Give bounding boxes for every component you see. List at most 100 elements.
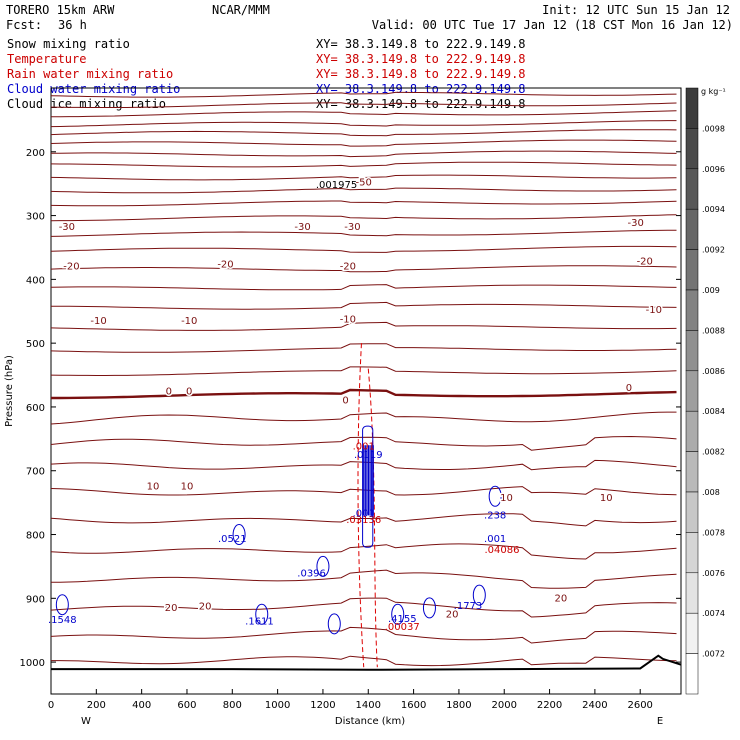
colorbar-tick-label: .0082 [702,448,725,457]
x-tick-label: 1000 [265,700,290,711]
x-tick-label: 800 [223,700,242,711]
isotherm-line [50,120,677,128]
plot-frame [50,87,682,695]
extremum-label: .04086 [484,545,519,556]
extremum-label: .03136 [346,515,381,526]
valid-time: Valid: 00 UTC Tue 17 Jan 12 (18 CST Mon … [372,18,733,32]
colorbar-swatch [685,532,699,574]
colorbar-tick-label: .0078 [702,528,725,537]
temperature-contours [50,91,677,667]
isotherm-line [51,388,677,400]
y-tick-label: 300 [26,212,45,223]
isotherm-label: 10 [500,493,513,504]
isotherm-line [50,139,677,147]
isotherm-line [51,655,677,667]
cloud-water-contour [255,603,269,625]
west-label: W [81,716,91,727]
x-tick-label: 1600 [401,700,426,711]
colorbar-swatch [685,168,699,210]
isotherm-line [50,411,677,425]
rain-contour [367,368,378,668]
colorbar-tick-label: .008 [702,488,720,497]
x-tick-label: 2200 [537,700,562,711]
cloud-water-contour [472,584,486,606]
colorbar-swatch [685,451,699,493]
y-tick-label: 600 [26,403,45,414]
colorbar-swatch [685,572,699,614]
y-tick-label: 500 [26,339,45,350]
isotherm-line [50,150,677,158]
colorbar-tick-label: .0074 [702,609,725,618]
y-tick-label: 900 [26,594,45,605]
isotherm-label: 0 [166,387,172,398]
extremum-label: .1773 [454,601,483,612]
isotherm-label: 20 [555,593,568,604]
x-tick-label: 2000 [492,700,517,711]
isotherm-line [50,102,677,108]
terrain-line [51,654,682,671]
isotherm-label: -30 [59,222,75,233]
isotherm-label: 0 [342,396,348,407]
field-xy: XY= 38.3.149.8 to 222.9.149.8 [316,37,526,51]
extremum-label: .1611 [245,616,274,627]
colorbar-swatch [685,330,699,372]
cloud-water-contour [391,603,405,625]
field-name: Snow mixing ratio [7,37,130,51]
extremum-label: .00037 [385,622,420,633]
field-name: Cloud ice mixing ratio [7,97,166,111]
isotherm-line [50,214,677,222]
isotherm-label: 0 [186,387,192,398]
colorbar-swatch [685,410,699,452]
isotherm-label: 10 [147,482,160,493]
isotherm-label: -30 [628,218,644,229]
field-name: Rain water mixing ratio [7,67,173,81]
isotherm-label: -30 [344,222,360,233]
isotherm-label: 20 [165,603,178,614]
isotherm-line [50,265,677,273]
y-tick-label: 700 [26,467,45,478]
center-label: NCAR/MMM [212,3,270,17]
colorbar-tick-label: .0076 [702,569,725,578]
extremum-label: .001975 [316,180,357,191]
colorbar-tick-label: .0098 [702,124,725,133]
extremum-label: .0521 [218,534,247,545]
isotherm-line [50,187,677,194]
x-tick-label: 2600 [627,700,652,711]
isotherm-label: -20 [217,260,233,271]
isotherm-line [50,200,677,207]
hydrometeor-contours [55,343,502,668]
isotherm-line [50,129,677,137]
fcst-value: 36 h [58,18,87,32]
isotherm-label: 20 [446,609,459,620]
extremum-label: .4155 [388,614,417,625]
x-tick-label: 0 [48,700,54,711]
isotherm-line [50,161,677,168]
isotherm-label: -10 [90,316,106,327]
temperature-labels: -50 -30 -30 -30 -30 -20 -20 -20 -20 -10 -10 -10 -10 0… [57,176,663,622]
model-title: TORERO 15km ARW [6,3,115,17]
colorbar-swatch [685,653,699,695]
colorbar-swatch [685,208,699,250]
isotherm-line [50,245,677,253]
field-xy: XY= 38.3.149.8 to 222.9.149.8 [316,67,526,81]
colorbar-swatch [685,612,699,654]
extremum-label: .238 [484,511,506,522]
cloud-water-contour [232,524,246,546]
isotherm-label: 20 [199,602,212,613]
isotherm-line [50,513,677,527]
cloud-water-contour [327,613,341,635]
colorbar-tick-label: .0096 [702,165,725,174]
x-tick-label: 1800 [446,700,471,711]
colorbar-swatch [685,87,699,129]
x-tick-label: 1200 [310,700,335,711]
fcst-label: Fcst: [6,18,42,32]
colorbar-unit: g kg⁻¹ [701,87,726,96]
colorbar-tick-label: .0092 [702,246,725,255]
extremum-label: .001 [353,509,375,520]
colorbar-swatch [685,491,699,533]
extremum-label: .1548 [48,615,77,626]
extrema-labels: .001975.001.0119.03136.001.0521.0396.238… [48,180,519,633]
x-tick-label: 1400 [356,700,381,711]
colorbar-tick-label: .0072 [702,650,725,659]
